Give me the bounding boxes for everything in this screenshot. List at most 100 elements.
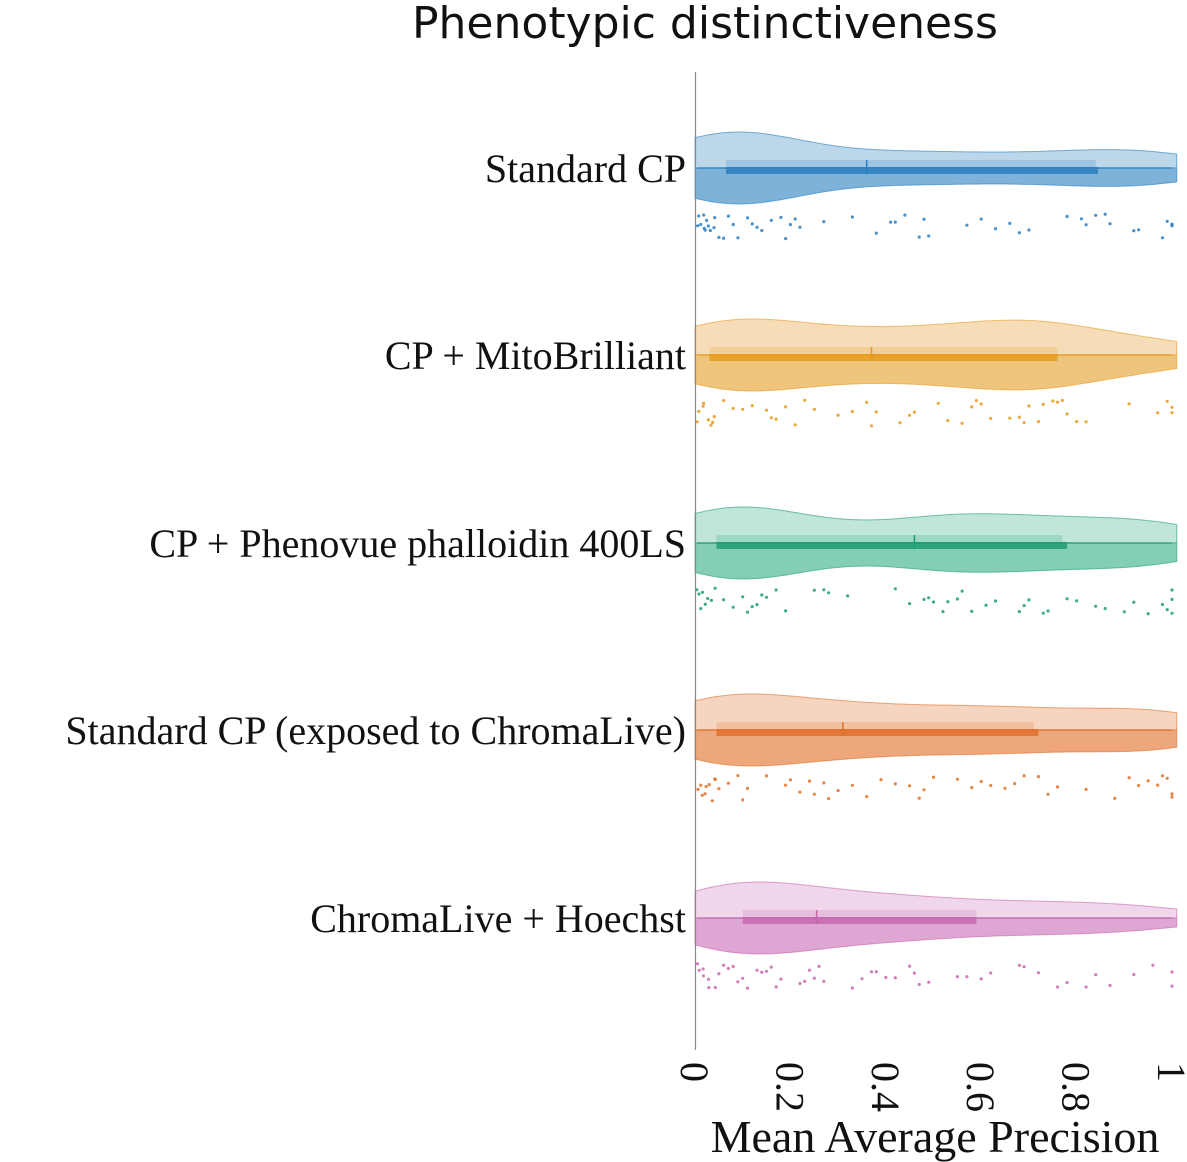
strip-point <box>706 977 711 981</box>
strip-point <box>1156 783 1160 787</box>
strip-point <box>798 790 802 794</box>
strip-point <box>722 399 726 403</box>
strip-point <box>731 964 735 969</box>
strip-point <box>755 968 759 972</box>
strip-point <box>774 985 778 989</box>
strip-point <box>807 779 812 783</box>
strip-point <box>1170 405 1174 409</box>
strip-point <box>709 423 713 427</box>
strip-point <box>827 797 831 801</box>
strip-point <box>755 603 759 607</box>
strip-point <box>946 600 950 604</box>
strip-point <box>1027 404 1031 408</box>
strip-point <box>697 214 701 218</box>
strip-point <box>917 796 921 800</box>
category-label: ChromaLive + Hoechst <box>310 896 686 941</box>
iqr-box <box>726 167 1099 174</box>
strip-point <box>731 406 735 410</box>
strip-point <box>1065 981 1069 985</box>
violin-upper-half <box>694 318 1178 356</box>
strip-point <box>960 589 964 593</box>
violin-group: Standard CP (exposed to ChromaLive) <box>65 693 1178 803</box>
strip-point <box>722 598 726 602</box>
violin-upper-half <box>694 693 1178 731</box>
strip-point <box>779 977 783 981</box>
strip-point <box>979 977 983 981</box>
strip-point <box>922 597 926 602</box>
strip-point <box>701 967 705 971</box>
strip-points <box>695 398 1174 428</box>
mean-band <box>709 347 1058 355</box>
strip-point <box>706 596 710 601</box>
strip-point <box>869 970 874 974</box>
strip-point <box>1079 217 1083 221</box>
strip-point <box>912 971 917 975</box>
strip-point <box>931 775 936 779</box>
strip-point <box>1094 973 1098 977</box>
violin-upper-half <box>694 506 1178 544</box>
strip-point <box>1013 782 1017 786</box>
strip-point <box>1146 612 1150 616</box>
strip-point <box>695 420 699 424</box>
strip-point <box>1103 212 1107 216</box>
chart-title: Phenotypic distinctiveness <box>412 0 998 49</box>
x-tick-label: 0.8 <box>1054 1062 1099 1112</box>
strip-point <box>893 587 897 591</box>
strip-point <box>922 788 926 792</box>
strip-point <box>1041 402 1045 406</box>
violin-lower-half <box>694 542 1178 580</box>
strip-point <box>1055 985 1060 989</box>
strip-point <box>697 409 701 413</box>
strip-point <box>1108 222 1112 226</box>
strip-point <box>700 590 705 594</box>
strip-point <box>812 588 816 592</box>
strip-point <box>712 226 716 230</box>
strip-point <box>1170 222 1174 226</box>
strip-point <box>702 213 706 217</box>
category-label: Standard CP <box>485 146 686 191</box>
strip-point <box>736 980 740 984</box>
strip-point <box>1017 415 1022 419</box>
strip-point <box>769 218 773 222</box>
strip-point <box>1127 402 1131 406</box>
strip-point <box>822 220 826 224</box>
strip-point <box>706 224 710 228</box>
strip-points <box>695 962 1174 990</box>
strip-point <box>1022 421 1026 425</box>
strip-point <box>822 588 826 592</box>
strip-point <box>879 778 883 782</box>
strip-point <box>736 236 740 240</box>
strip-point <box>1122 610 1126 614</box>
strip-point <box>931 600 936 604</box>
strip-point <box>1008 221 1012 225</box>
strip-point <box>1036 420 1040 424</box>
strip-point <box>726 966 731 971</box>
strip-point <box>1017 610 1022 614</box>
strip-point <box>917 235 921 239</box>
strip-point <box>741 798 745 802</box>
strip-points <box>696 212 1174 241</box>
strip-point <box>769 416 773 420</box>
x-axis-ticks: 0 0.2 0.4 0.6 0.8 1 <box>672 1062 1187 1112</box>
strip-point <box>1065 214 1069 219</box>
strip-point <box>1165 608 1169 612</box>
strip-point <box>1165 399 1169 403</box>
strip-point <box>936 401 940 405</box>
strip-point <box>1170 792 1174 796</box>
strip-point <box>869 424 874 428</box>
strip-point <box>1065 597 1069 601</box>
strip-point <box>755 225 759 229</box>
strip-point <box>707 986 711 990</box>
strip-point <box>701 404 705 408</box>
strip-point <box>927 234 931 238</box>
strip-point <box>713 216 717 220</box>
strip-point <box>903 213 907 217</box>
strip-point <box>1094 604 1098 608</box>
strip-point <box>965 975 969 979</box>
strip-point <box>817 964 821 969</box>
strip-point <box>713 586 717 590</box>
iqr-box <box>742 917 977 924</box>
strip-point <box>989 416 993 420</box>
strip-point <box>807 968 812 972</box>
x-tick-label: 0.4 <box>863 1062 908 1112</box>
